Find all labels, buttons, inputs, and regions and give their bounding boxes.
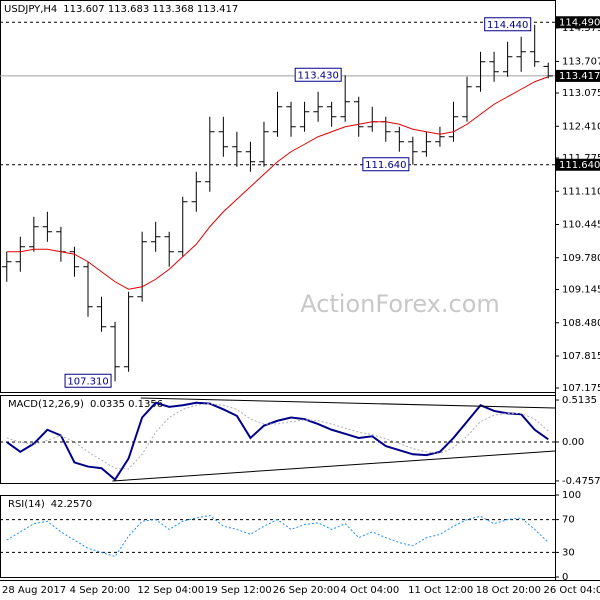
- y-tick-label: 107.175: [562, 383, 600, 394]
- panel-info: 113.607 113.683 113.368 113.417: [63, 4, 238, 15]
- y-tick-label: 113.707: [562, 56, 600, 67]
- indicator-line: [6, 401, 549, 482]
- y-tick-label: 109.780: [562, 253, 600, 264]
- level-label-bg: [556, 158, 600, 171]
- panel-info: 42.2570: [51, 499, 92, 510]
- trend-line: [140, 397, 556, 409]
- x-tick-label: 11 Oct 12:00: [408, 585, 473, 596]
- level-label: 113.417: [559, 71, 600, 82]
- x-tick-label: 4 Oct 04:00: [340, 585, 399, 596]
- y-tick-label: 100: [562, 490, 581, 501]
- annotation-label: 114.440: [487, 20, 528, 31]
- y-tick-label: 111.775: [562, 153, 600, 164]
- annotation-label: 107.310: [67, 376, 108, 387]
- y-tick-label: 30: [562, 547, 575, 558]
- y-tick-label: 109.145: [562, 285, 600, 296]
- x-tick-label: 12 Sep 04:00: [137, 585, 204, 596]
- y-tick-label: 70: [562, 515, 575, 526]
- y-tick-label: 0.5135: [562, 395, 597, 406]
- y-tick-label: 113.075: [562, 88, 600, 99]
- trend-line: [112, 450, 556, 482]
- y-tick-label: 112.410: [562, 121, 600, 132]
- x-tick-label: 19 Sep 12:00: [205, 585, 272, 596]
- level-label: 114.490: [559, 17, 600, 28]
- watermark: ActionForex.com: [300, 290, 500, 318]
- panel-title: RSI(14): [8, 499, 45, 510]
- level-label-bg: [556, 16, 600, 29]
- y-tick-label: 107.815: [562, 351, 600, 362]
- annotation-box: [362, 157, 410, 172]
- y-tick-label: 111.110: [562, 186, 600, 197]
- x-tick-label: 18 Oct 20:00: [476, 585, 541, 596]
- x-tick-label: 26 Sep 20:00: [273, 585, 340, 596]
- annotation-label: 111.640: [365, 160, 406, 171]
- y-tick-label: 108.480: [562, 318, 600, 329]
- level-label: 111.640: [559, 160, 600, 171]
- level-label-bg: [556, 69, 600, 82]
- y-tick-label: -0.4757: [562, 476, 600, 487]
- annotation-box: [484, 17, 532, 32]
- y-tick-label: 110.445: [562, 220, 600, 231]
- panel-info: 0.0335 0.1356: [90, 399, 163, 410]
- y-tick-label: 0: [562, 572, 568, 583]
- indicator-line: [6, 514, 549, 558]
- annotation-box: [64, 373, 112, 388]
- y-tick-label: 0.00: [562, 437, 584, 448]
- annotation-box: [294, 67, 342, 82]
- x-tick-label: 4 Sep 20:00: [70, 585, 130, 596]
- x-tick-label: 26 Oct 04:00: [543, 585, 600, 596]
- indicator-line: [6, 76, 549, 290]
- y-tick-label: 114.375: [562, 23, 600, 34]
- annotation-label: 113.430: [298, 70, 339, 81]
- panel-title: MACD(12,26,9): [8, 399, 84, 410]
- x-tick-label: 28 Aug 2017: [2, 585, 66, 596]
- panel-title: USDJPY,H4: [4, 4, 57, 15]
